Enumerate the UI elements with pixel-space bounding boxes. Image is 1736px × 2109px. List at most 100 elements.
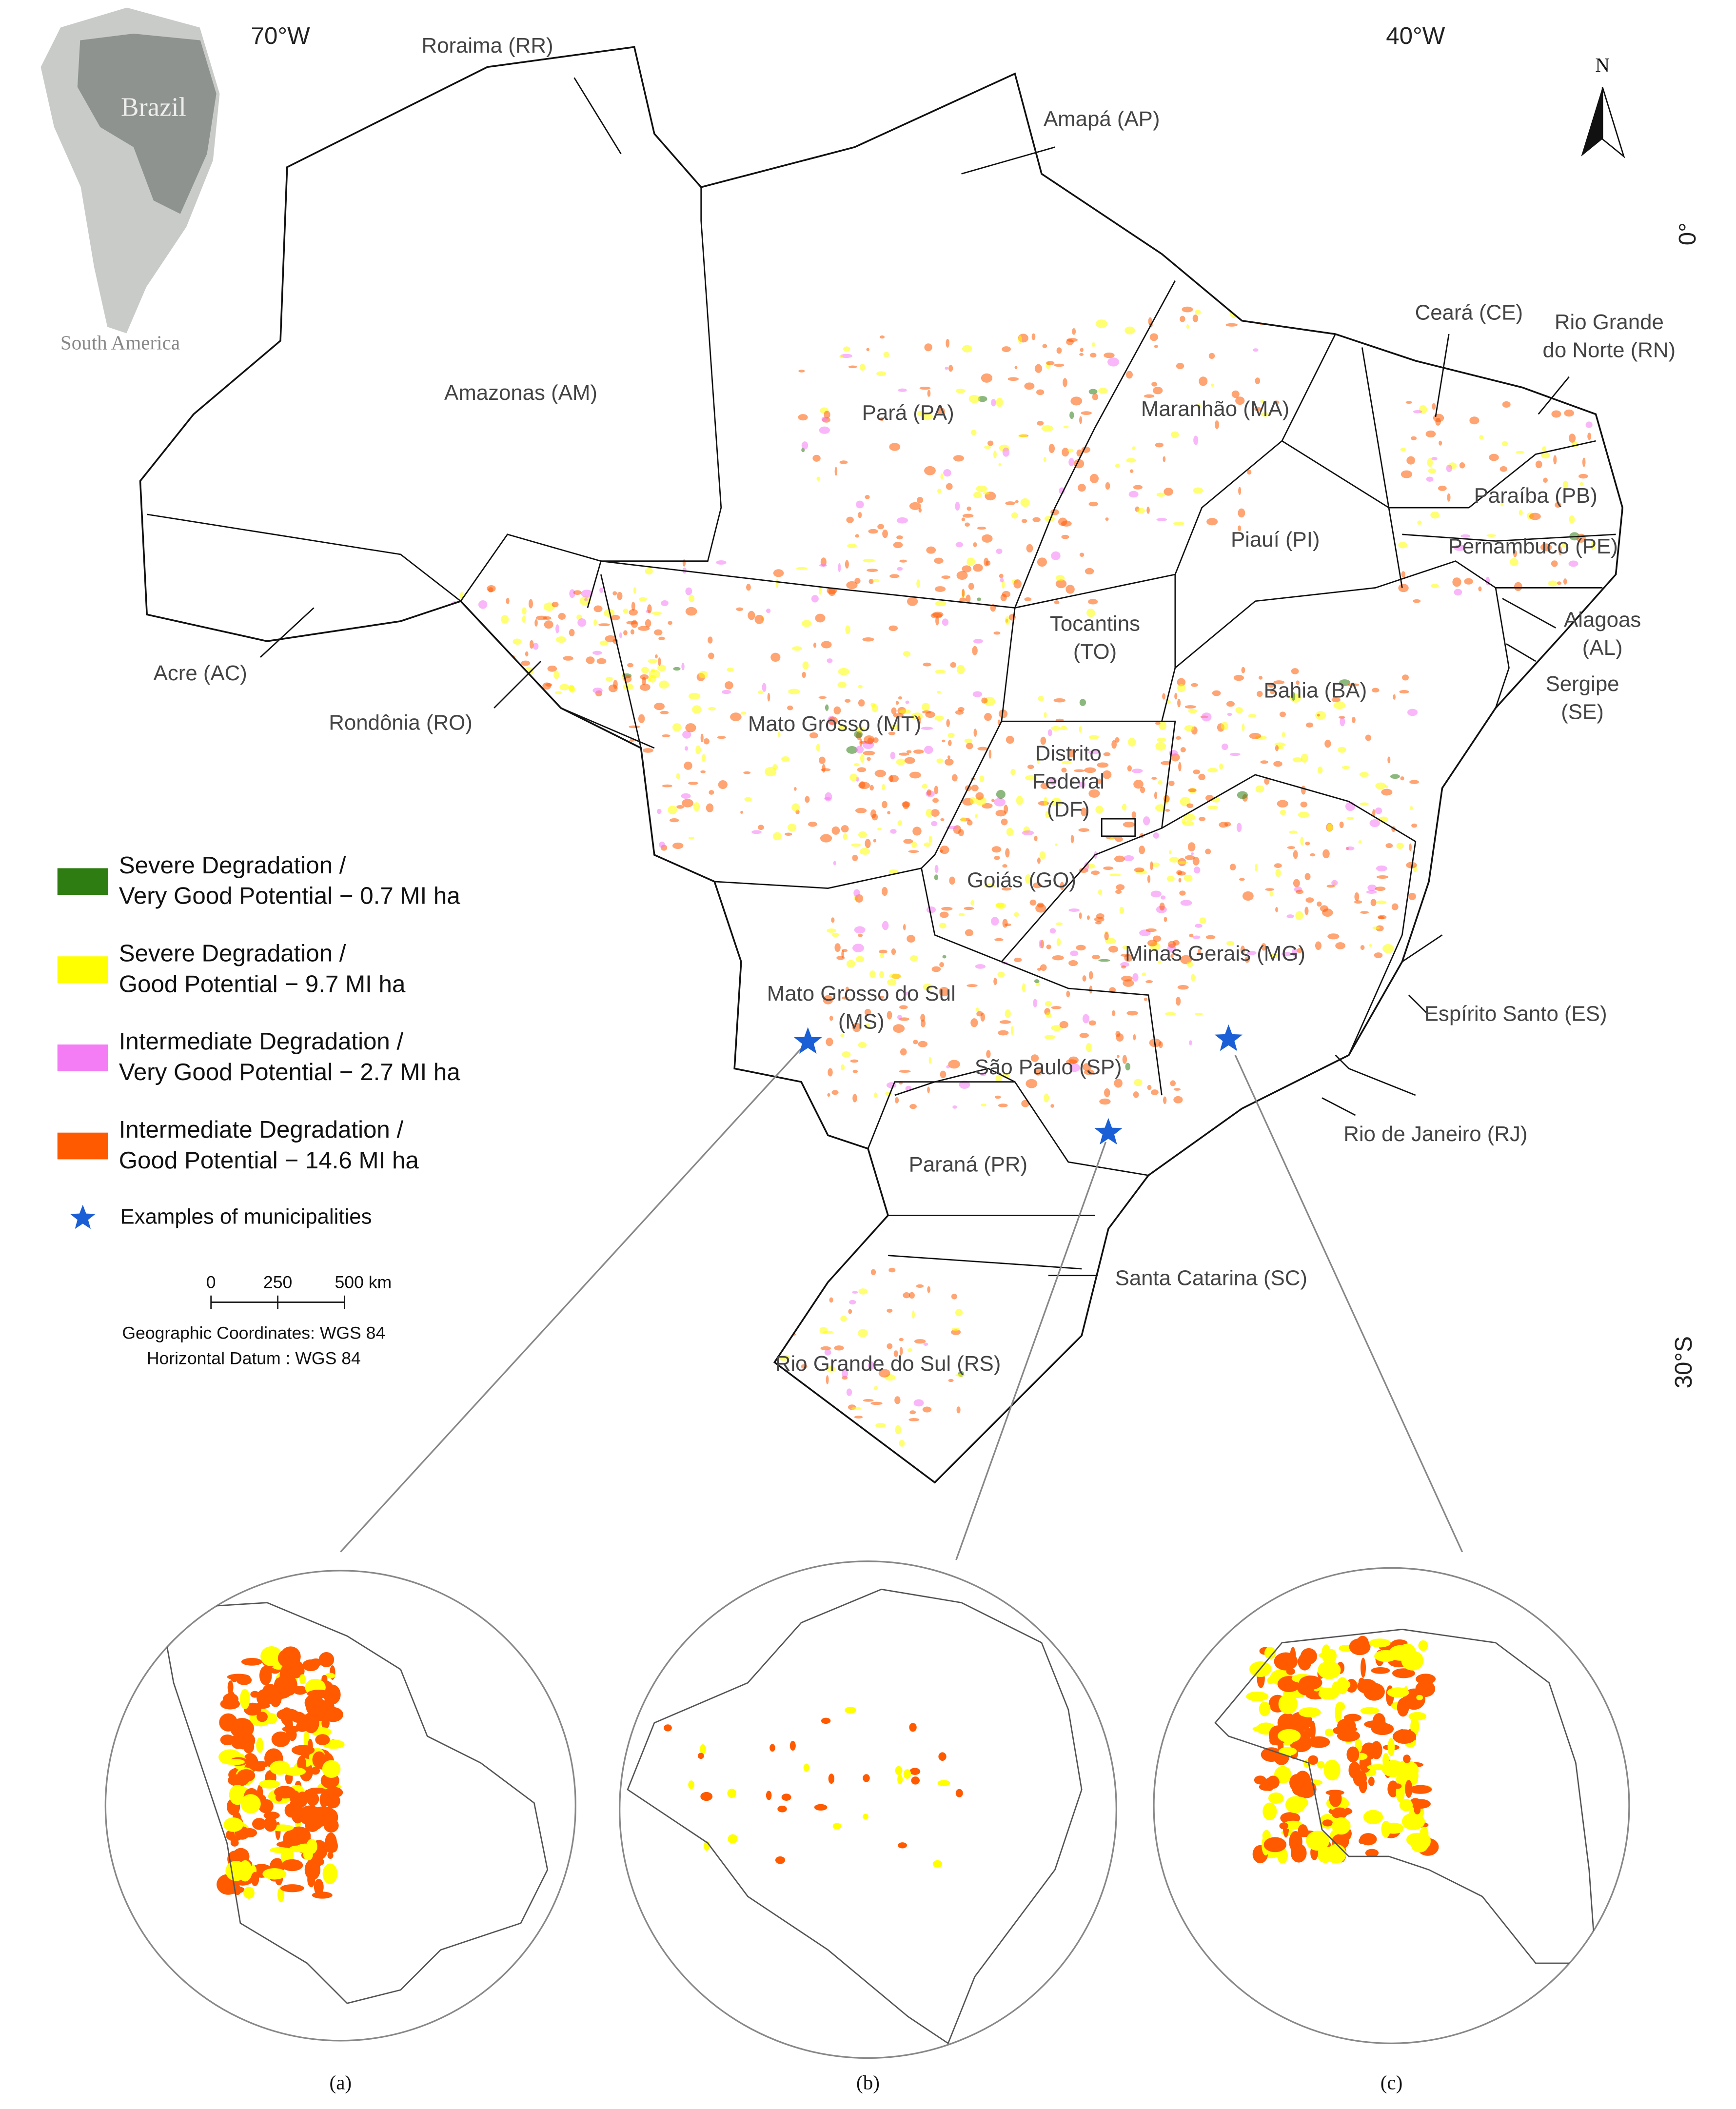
degradation-patch	[855, 808, 867, 813]
degradation-patch	[1127, 737, 1136, 747]
degradation-patch	[977, 747, 988, 751]
degradation-patch	[882, 529, 888, 538]
degradation-patch	[706, 803, 714, 812]
degradation-patch	[1184, 705, 1196, 709]
degradation-patch	[1033, 999, 1038, 1007]
degradation-patch	[1469, 416, 1480, 425]
degradation-patch	[1273, 761, 1282, 767]
degradation-patch	[994, 1095, 1001, 1099]
degradation-patch	[975, 964, 986, 969]
degradation-patch	[864, 1008, 871, 1016]
degradation-patch	[1519, 510, 1523, 516]
degradation-patch	[973, 564, 983, 572]
degradation-patch	[887, 811, 890, 815]
degradation-patch	[628, 847, 638, 851]
degradation-patch	[657, 665, 667, 671]
degradation-patch	[935, 670, 946, 674]
degradation-patch	[1037, 756, 1040, 765]
degradation-patch	[918, 1041, 928, 1047]
degradation-patch	[921, 727, 933, 730]
degradation-patch	[559, 684, 570, 690]
inset-patch	[1308, 1755, 1319, 1765]
inset-patch	[938, 1752, 947, 1761]
state-label: Pará (PA)	[862, 401, 954, 425]
degradation-patch	[1446, 464, 1453, 473]
degradation-patch	[921, 1019, 926, 1027]
degradation-patch	[867, 569, 878, 572]
inset-patch	[327, 1852, 334, 1859]
north-arrow: N	[1581, 54, 1625, 158]
degradation-patch	[1191, 852, 1194, 855]
degradation-patch	[1123, 822, 1135, 828]
degradation-patch	[900, 1048, 907, 1056]
state-label: Mato Grosso (MT)	[748, 712, 921, 736]
degradation-patch	[1049, 777, 1057, 785]
degradation-patch	[1372, 809, 1376, 817]
inset-patch	[1410, 1834, 1429, 1853]
degradation-patch	[1401, 571, 1405, 578]
degradation-patch	[596, 658, 607, 664]
degradation-patch	[908, 1292, 915, 1299]
inset-patch	[1393, 1783, 1402, 1789]
inset-patch	[322, 1760, 341, 1778]
degradation-patch	[569, 629, 575, 636]
degradation-patch	[1347, 683, 1360, 687]
degradation-patch	[1027, 765, 1034, 769]
coord-label: 40°W	[1386, 22, 1445, 49]
degradation-patch	[1187, 842, 1196, 852]
degradation-patch	[1132, 446, 1136, 450]
degradation-patch	[849, 773, 858, 781]
degradation-patch	[659, 680, 670, 689]
inset-patch	[898, 1842, 907, 1849]
degradation-patch	[1025, 874, 1031, 884]
degradation-patch	[919, 386, 931, 390]
degradation-patch	[1000, 577, 1004, 583]
degradation-patch	[1151, 382, 1158, 387]
degradation-patch	[676, 773, 680, 779]
degradation-patch	[834, 467, 838, 476]
degradation-patch	[533, 643, 539, 650]
degradation-patch	[754, 614, 764, 624]
degradation-patch	[1104, 1088, 1110, 1097]
degradation-patch	[863, 1399, 874, 1402]
degradation-patch	[887, 1343, 893, 1349]
degradation-patch	[1587, 433, 1592, 440]
degradation-patch	[993, 978, 997, 986]
degradation-patch	[891, 724, 899, 729]
degradation-patch	[980, 1072, 986, 1076]
degradation-patch	[1261, 412, 1269, 417]
degradation-patch	[1207, 806, 1218, 809]
degradation-patch	[1516, 451, 1524, 454]
reference-text: Geographic Coordinates: WGS 84	[122, 1323, 385, 1343]
degradation-patch	[708, 707, 716, 711]
degradation-patch	[818, 696, 827, 699]
degradation-patch	[1390, 774, 1400, 779]
degradation-patch	[917, 716, 921, 726]
degradation-patch	[1177, 678, 1186, 687]
degradation-patch	[1585, 421, 1593, 428]
degradation-patch	[1129, 469, 1134, 473]
degradation-patch	[556, 636, 567, 643]
inset-patch	[1274, 1652, 1298, 1671]
inset-patch	[285, 1716, 294, 1736]
degradation-patch	[1079, 912, 1082, 919]
degradation-patch	[1408, 892, 1416, 900]
inset-patch	[1290, 1843, 1307, 1863]
degradation-patch	[1145, 928, 1157, 932]
degradation-patch	[976, 485, 987, 492]
degradation-patch	[951, 774, 958, 782]
locator-continent: South America	[60, 331, 180, 354]
degradation-patch	[913, 749, 924, 754]
inset-patch	[281, 1859, 303, 1872]
inset-patch	[325, 1833, 337, 1854]
inset-patch	[1339, 1680, 1351, 1689]
degradation-patch	[955, 1374, 966, 1377]
degradation-patch	[896, 517, 908, 524]
degradation-patch	[1320, 905, 1328, 912]
degradation-patch	[852, 944, 864, 952]
degradation-patch	[642, 676, 646, 685]
degradation-patch	[638, 597, 648, 601]
degradation-patch	[1044, 797, 1048, 807]
inset-patch	[1399, 1799, 1413, 1812]
degradation-patch	[966, 594, 971, 603]
